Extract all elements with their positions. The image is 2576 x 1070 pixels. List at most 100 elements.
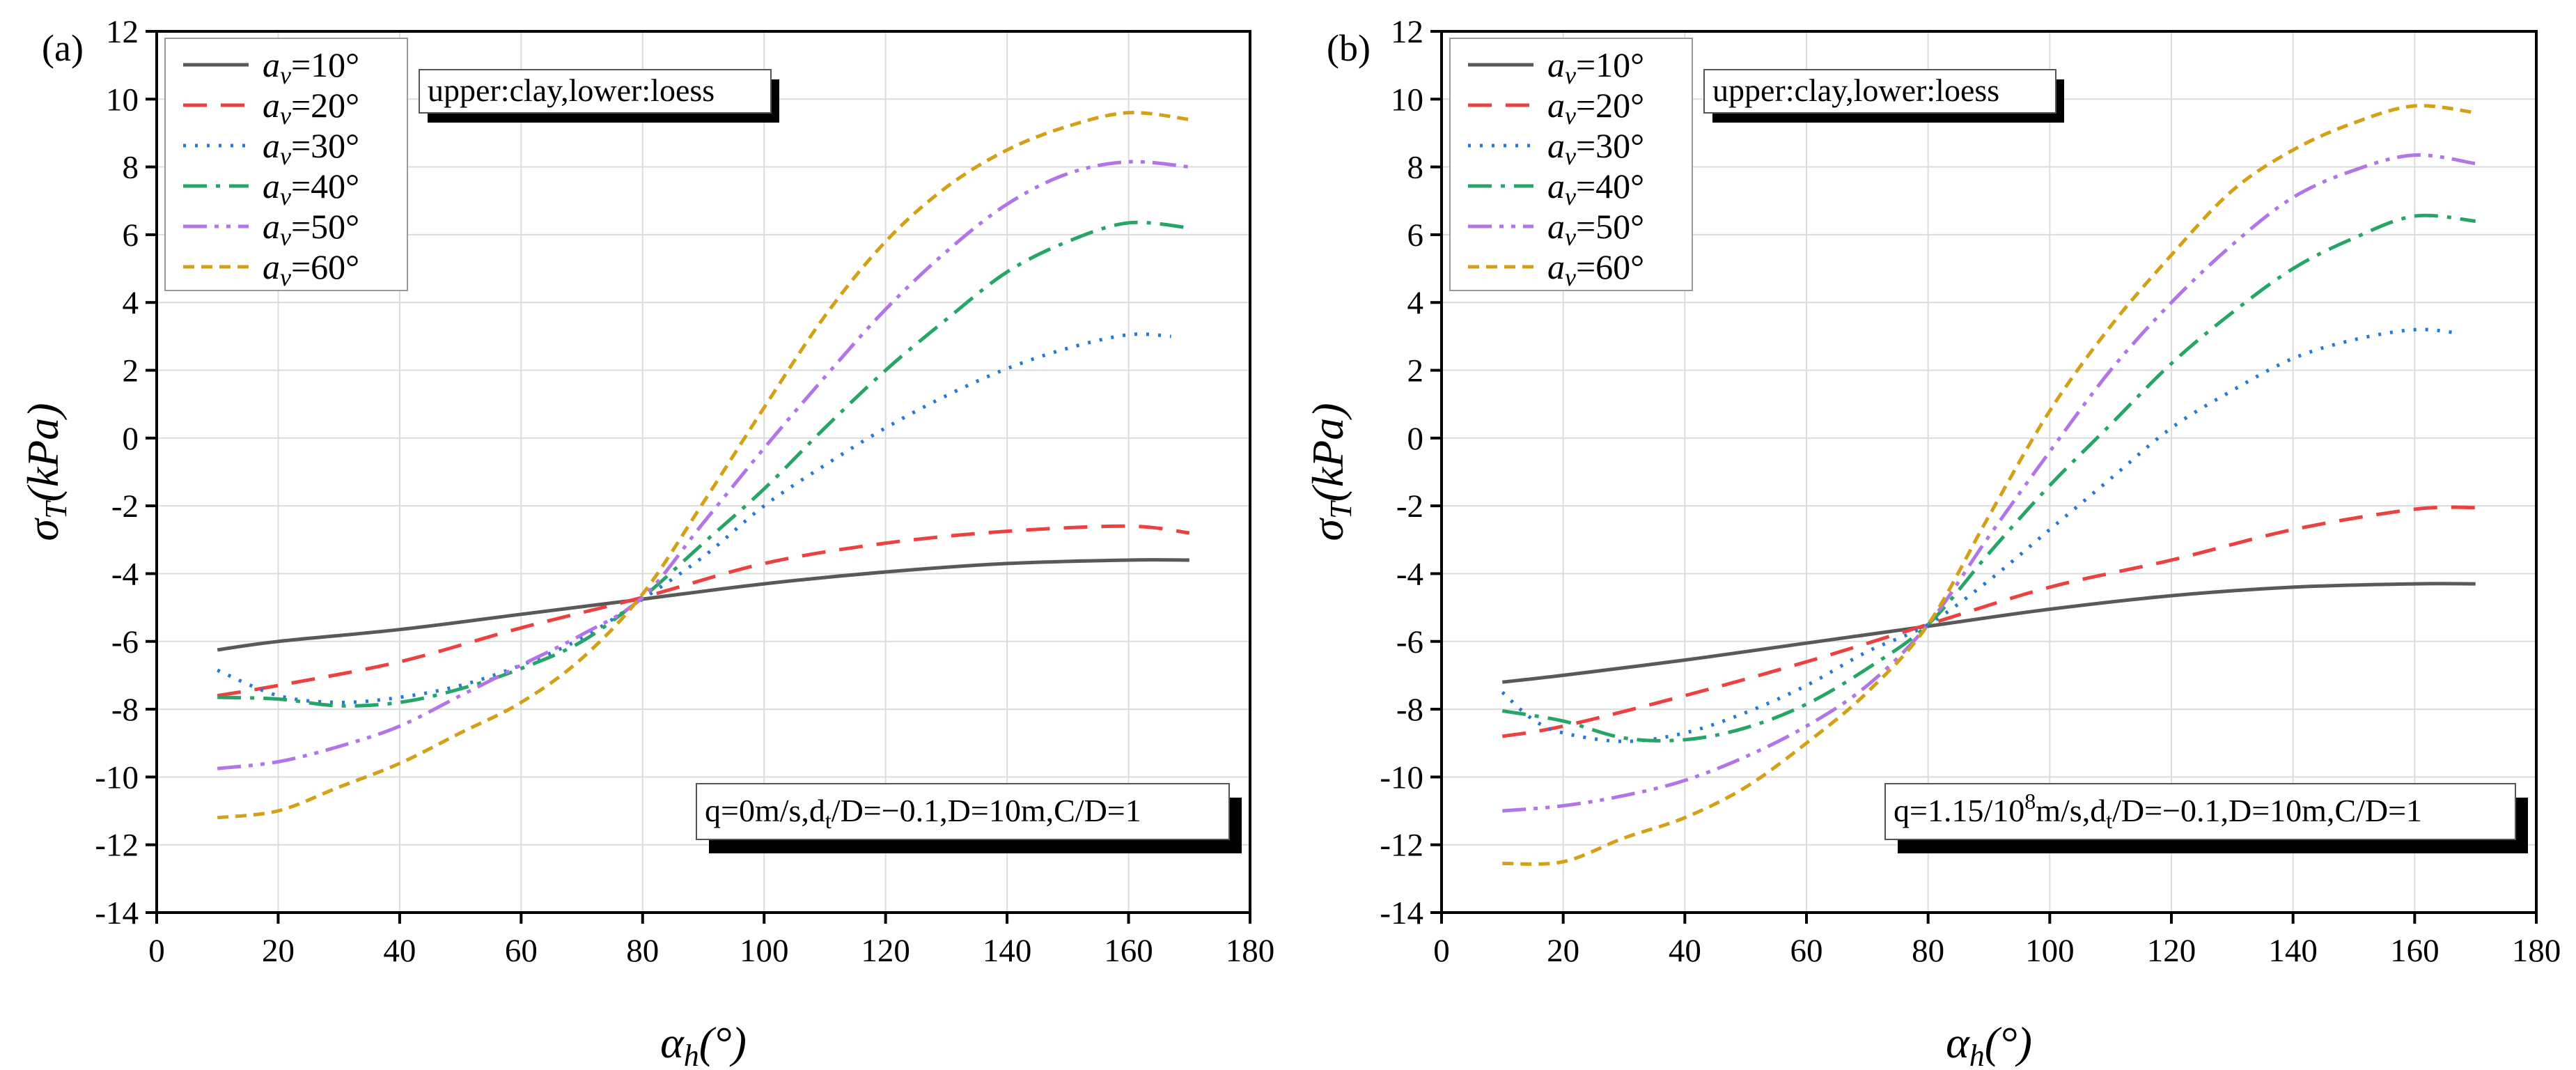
- y-tick-label: -8: [1396, 692, 1423, 728]
- legend: av=10°av=20°av=30°av=40°av=50°av=60°: [1449, 38, 1693, 291]
- series-line-av60: a_v=60°: [217, 111, 1190, 820]
- legend-entry: av=40°: [1547, 166, 1644, 210]
- x-tick-label: 100: [2025, 933, 2075, 969]
- annotation-bottom: q=0m/s,dt/D=−0.1,D=10m,C/D=1: [696, 783, 1242, 853]
- annotation-text: q=1.15/108m/s,dt/D=−0.1,D=10m,C/D=1: [1894, 789, 2422, 833]
- y-tick-label: -4: [111, 556, 139, 592]
- y-tick-label: 4: [1407, 285, 1424, 321]
- x-tick-label: 0: [148, 933, 165, 969]
- legend-box: [1449, 38, 1693, 291]
- y-tick-label: 8: [123, 150, 139, 186]
- x-tick-label: 160: [2390, 933, 2440, 969]
- panel-b: 0 20 40 60 80 100 120 140 160 180-14-12-10-8-6-4-…: [1303, 14, 2561, 1070]
- x-tick-label: 120: [2147, 933, 2196, 969]
- annotation-top: upper:clay,lower:loess: [419, 69, 779, 123]
- y-tick-label: -6: [1396, 624, 1423, 660]
- legend-entry: av=60°: [1547, 247, 1644, 291]
- x-tick-label: 180: [2512, 933, 2561, 969]
- series-line-av10: a_v=10°: [217, 558, 1189, 652]
- annotation-text: q=0m/s,dt/D=−0.1,D=10m,C/D=1: [705, 793, 1141, 833]
- legend-entry: av=40°: [263, 166, 359, 210]
- legend-entry: av=10°: [263, 45, 359, 89]
- series-line-av50: a_v=50°: [217, 160, 1190, 770]
- annotation-box: [419, 69, 772, 114]
- plot-frame: [1440, 30, 2538, 914]
- series-line-av10: a_v=10°: [1502, 582, 2476, 684]
- x-tick-label: 80: [626, 933, 659, 969]
- x-tick-label: 100: [740, 933, 789, 969]
- panel-label: (b): [1327, 27, 1371, 69]
- y-tick-label: -6: [111, 624, 139, 660]
- panel-a: 0 20 40 60 80 100 120 140 160 180-14-12-10-8-6-4-…: [18, 14, 1274, 1070]
- y-tick-label: 0: [1407, 421, 1424, 457]
- y-tick-label: -14: [1380, 895, 1423, 931]
- x-tick-label: 160: [1104, 933, 1153, 969]
- annotation-bottom: q=1.15/108m/s,dt/D=−0.1,D=10m,C/D=1: [1884, 783, 2528, 853]
- series-line-av40: a_v=40°: [217, 220, 1190, 708]
- annotation-box: [696, 783, 1230, 840]
- y-tick-label: 2: [123, 353, 139, 389]
- legend-entry: av=20°: [1547, 86, 1644, 130]
- legend-entry: av=30°: [263, 126, 359, 170]
- y-axis-label: σT(kPa): [1303, 403, 1358, 541]
- y-tick-label: -12: [95, 828, 139, 864]
- series-line-av60: a_v=60°: [1502, 104, 2476, 866]
- y-tick-label: 6: [123, 217, 139, 254]
- y-tick-label: 10: [1391, 82, 1423, 118]
- series-line-av20: a_v=20°: [217, 524, 1190, 698]
- y-tick-label: 0: [123, 421, 139, 457]
- y-tick-label: 2: [1407, 353, 1424, 389]
- legend: av=10°av=20°av=30°av=40°av=50°av=60°: [164, 38, 408, 291]
- annotation-text: upper:clay,lower:loess: [428, 72, 715, 108]
- y-tick-label: 8: [1407, 150, 1424, 186]
- legend-entry: av=50°: [263, 207, 359, 251]
- legend-entry: av=60°: [263, 247, 359, 291]
- x-tick-label: 60: [1790, 933, 1823, 969]
- legend-entry: av=30°: [1547, 126, 1644, 170]
- legend-box: [164, 38, 408, 291]
- x-tick-label: 140: [983, 933, 1032, 969]
- x-axis-label: αh(°): [1946, 1018, 2032, 1070]
- annotation-box: [1884, 783, 2516, 840]
- x-tick-label: 0: [1433, 933, 1450, 969]
- x-axis-label: αh(°): [660, 1018, 747, 1070]
- y-tick-label: -14: [95, 895, 139, 931]
- y-tick-label: -10: [95, 759, 139, 796]
- series-line-av30: a_v=30°: [217, 332, 1171, 704]
- panel-label: (a): [42, 27, 84, 69]
- y-tick-label: 4: [123, 285, 139, 321]
- annotation-box: [1703, 69, 2056, 114]
- y-tick-label: 12: [1391, 14, 1423, 50]
- legend-entry: av=10°: [1547, 45, 1644, 89]
- series-lines: a_v=10°a_v=20°a_v=30°a_v=40°a_v=50°a_v=6…: [1501, 104, 2476, 866]
- x-tick-label: 40: [1669, 933, 1701, 969]
- y-tick-label: -10: [1380, 759, 1423, 796]
- annotation-top: upper:clay,lower:loess: [1703, 69, 2064, 123]
- series-lines: a_v=10°a_v=20°a_v=30°a_v=40°a_v=50°a_v=6…: [217, 111, 1190, 820]
- x-tick-label: 140: [2268, 933, 2318, 969]
- y-tick-label: -12: [1380, 828, 1423, 864]
- plot-frame: [155, 30, 1251, 914]
- legend-entry: av=20°: [263, 86, 359, 130]
- y-axis-label: σT(kPa): [18, 403, 73, 541]
- y-tick-label: 12: [106, 14, 139, 50]
- y-tick-label: 10: [106, 82, 139, 118]
- annotation-text: upper:clay,lower:loess: [1712, 72, 1999, 108]
- legend-entry: av=50°: [1547, 207, 1644, 251]
- y-tick-label: 6: [1407, 217, 1424, 254]
- x-tick-label: 80: [1912, 933, 1944, 969]
- x-tick-label: 60: [505, 933, 538, 969]
- x-tick-label: 180: [1226, 933, 1275, 969]
- x-tick-label: 20: [262, 933, 295, 969]
- y-tick-label: -4: [1396, 556, 1423, 592]
- series-line-av20: a_v=20°: [1501, 505, 2476, 738]
- series-line-av40: a_v=40°: [1501, 213, 2476, 743]
- x-tick-label: 20: [1547, 933, 1579, 969]
- series-line-av50: a_v=50°: [1502, 153, 2476, 813]
- x-tick-label: 120: [861, 933, 910, 969]
- y-tick-label: -2: [1396, 488, 1423, 525]
- x-tick-label: 40: [383, 933, 416, 969]
- y-tick-label: -2: [111, 488, 139, 525]
- y-tick-label: -8: [111, 692, 139, 728]
